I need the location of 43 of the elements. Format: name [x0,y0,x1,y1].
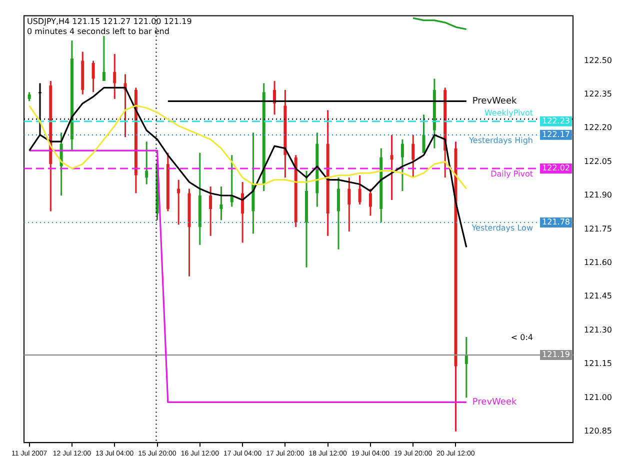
candlestick [422,114,426,154]
annotation: 122.02 [542,164,570,173]
candlestick [400,138,404,192]
chart-title: USDJPY,H4 121.15 121.27 121.00 121.19 [27,16,192,26]
candlestick [102,35,106,82]
candlestick [209,186,212,237]
ref-line-label: Yesterdays High [468,136,534,145]
ref-line-label: WeeklyPivot [484,108,534,118]
text: 0 minutes 4 seconds left to bar end [27,26,170,36]
ref-line-label: Daily Pivot [490,170,534,179]
series-label: PrevWeek [472,398,518,408]
annotation: 121.19 [542,350,570,360]
candlestick [412,134,415,178]
candlestick [145,140,148,186]
candlestick [336,176,340,250]
candlestick [348,176,351,232]
series-label: PrevWeek [472,96,518,107]
y-tick-label: 122.05 [584,156,612,166]
y-tick-label: 121.15 [584,359,612,368]
y-tick-label: 121.45 [584,292,612,301]
candlestick [368,188,372,216]
annotation: 121.78 [542,218,570,227]
y-tick-label: 122.50 [584,56,612,65]
y-tick-label: 121.30 [584,325,612,334]
candlestick [390,134,394,201]
candlestick [113,53,116,100]
candlestick [241,181,244,244]
annotation: 122.17 [542,130,570,139]
ref-line-label: Yesterdays Low [470,224,534,233]
y-tick-label: 121.90 [584,190,612,200]
candlestick [220,186,223,221]
y-tick-label: 122.20 [584,123,612,132]
candlestick [464,336,468,398]
y-tick-label: 121.00 [584,392,612,402]
y-tick-label: 121.60 [584,258,612,267]
annotation: 122.23 [542,116,570,126]
y-tick-label: 121.75 [584,224,612,234]
candlestick [177,179,180,226]
y-tick-label: 122.35 [584,90,612,98]
y-tick-label: 120.85 [584,426,612,436]
candlestick [92,60,95,93]
text: < 0:4 [510,333,534,342]
candlestick [358,174,362,206]
